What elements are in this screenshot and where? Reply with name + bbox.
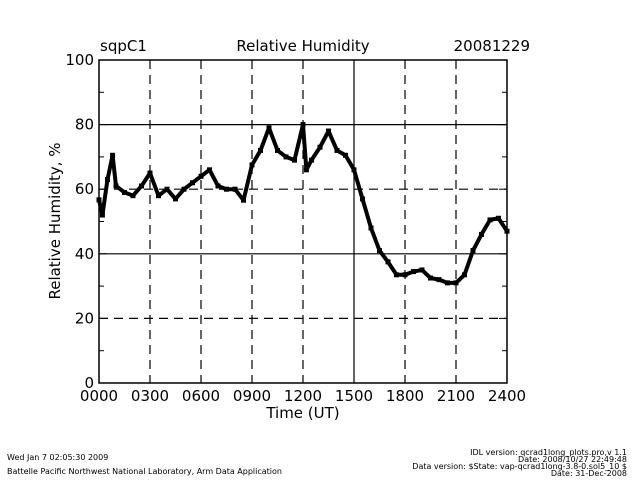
x-axis-label: Time (UT) <box>265 404 339 422</box>
grid-lines <box>99 60 507 383</box>
footer-idl-version: IDL version: qcrad1long_plots.pro,v 1.1 <box>470 448 627 457</box>
data-point <box>258 147 263 153</box>
data-point <box>156 193 161 199</box>
data-point <box>99 212 105 218</box>
data-point <box>377 248 382 254</box>
data-point <box>351 167 357 173</box>
data-point <box>198 173 204 179</box>
x-tick-label: 0900 <box>233 387 271 405</box>
data-point <box>164 186 170 192</box>
y-tick-label: 80 <box>75 116 94 134</box>
footer-organization: Battelle Pacific Northwest National Labo… <box>7 467 282 476</box>
data-point <box>266 125 272 131</box>
data-point <box>190 180 195 186</box>
y-axis-label: Relative Humidity, % <box>46 142 64 299</box>
data-point <box>181 186 187 192</box>
data-point <box>147 170 153 176</box>
axis-ticks: 0 20 40 60 80 100 0000 0300 0600 0900 1200 1500 1800… <box>65 51 526 405</box>
data-point <box>385 259 391 265</box>
y-tick-label: 60 <box>75 180 94 198</box>
x-tick-label: 1200 <box>284 387 322 405</box>
x-tick-label: 2400 <box>488 387 526 405</box>
footer-idl-date: Date: 2008/10/27 22:49:48 <box>518 455 627 464</box>
data-point <box>241 197 246 203</box>
data-point <box>292 157 297 163</box>
y-tick-label: 100 <box>65 51 94 69</box>
data-point <box>317 144 323 150</box>
data-point <box>487 217 493 223</box>
footer-data-version: Data version: $State: vap-qcrad1long-3.8… <box>412 462 627 471</box>
data-point <box>303 167 309 173</box>
data-point <box>232 186 238 192</box>
x-tick-label: 0300 <box>131 387 169 405</box>
data-point <box>122 189 127 195</box>
data-point <box>105 177 110 183</box>
data-point <box>343 152 348 158</box>
x-tick-label: 2100 <box>437 387 475 405</box>
data-point <box>215 183 221 189</box>
data-point <box>402 272 408 278</box>
data-point <box>207 167 212 173</box>
data-point <box>139 183 144 189</box>
data-point <box>110 152 116 158</box>
y-tick-label: 0 <box>84 374 94 392</box>
data-point <box>462 272 467 278</box>
data-point <box>300 122 306 128</box>
data-point <box>479 231 484 237</box>
data-point <box>360 196 365 202</box>
data-point <box>275 147 280 153</box>
chart-title: Relative Humidity <box>236 37 369 55</box>
data-point <box>453 280 459 286</box>
site-label: sqpC1 <box>100 37 147 55</box>
data-point <box>368 225 374 231</box>
data-point <box>470 248 476 254</box>
x-tick-label: 0000 <box>80 387 118 405</box>
data-point <box>130 193 136 199</box>
data-point <box>411 269 416 275</box>
data-point <box>173 196 178 202</box>
series-line <box>97 122 509 285</box>
data-point <box>224 186 229 192</box>
x-tick-label: 1500 <box>335 387 373 405</box>
data-point <box>326 128 331 134</box>
data-point <box>496 215 501 221</box>
data-point <box>445 280 450 286</box>
x-tick-label: 1800 <box>386 387 424 405</box>
data-point <box>283 154 289 160</box>
data-point <box>249 162 255 168</box>
data-point <box>113 183 119 189</box>
x-tick-label: 0600 <box>182 387 220 405</box>
y-tick-label: 20 <box>75 309 94 327</box>
data-point <box>419 267 425 273</box>
data-point <box>394 272 399 278</box>
data-point <box>436 277 442 283</box>
footer-timestamp: Wed Jan 7 02:05:30 2009 <box>7 453 108 462</box>
data-point <box>309 157 314 163</box>
data-point <box>428 275 433 281</box>
y-tick-label: 40 <box>75 245 94 263</box>
date-label: 20081229 <box>454 37 530 55</box>
data-point <box>334 147 340 153</box>
footer-data-date: Date: 31-Dec-2008 <box>551 469 627 478</box>
